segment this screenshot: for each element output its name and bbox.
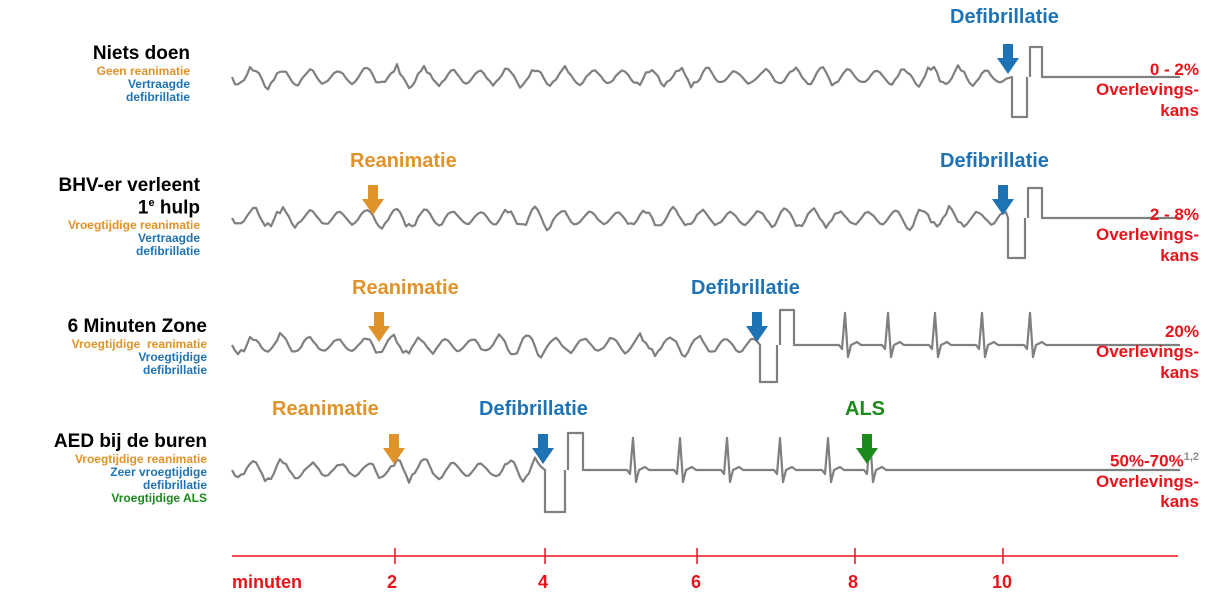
ecg-trace bbox=[231, 186, 1180, 260]
survival-label: Overlevings- bbox=[1096, 472, 1199, 492]
scenario-title: 6 Minuten Zone bbox=[67, 316, 207, 337]
event-label-reanimatie: Reanimatie bbox=[272, 398, 379, 420]
scenario-sub: defibrillatie bbox=[142, 478, 207, 493]
event-label-reanimatie: Reanimatie bbox=[352, 277, 459, 299]
scenario-title-line2: 1e hulp bbox=[137, 196, 200, 219]
event-arrow-icon bbox=[746, 312, 768, 342]
event-label-als: ALS bbox=[845, 398, 885, 420]
scenario-sub: Vroegtijdige reanimatie bbox=[74, 451, 207, 466]
survival-pct: 20% bbox=[1164, 322, 1199, 341]
scenario-sub: Zeer vroegtijdige bbox=[110, 465, 207, 480]
survival-result: 0 - 2% Overlevings- kans bbox=[1096, 60, 1199, 121]
scenario-label-niets-doen: Niets doen Geen reanimatie Vertraagde de… bbox=[92, 43, 190, 105]
event-arrow-icon bbox=[362, 185, 384, 215]
scenario-sub: Geen reanimatie bbox=[96, 63, 190, 78]
survival-result: 2 - 8% Overlevings- kans bbox=[1096, 205, 1199, 266]
survival-label: kans bbox=[1160, 492, 1199, 512]
survival-result: 20% Overlevings- kans bbox=[1096, 322, 1199, 383]
axis-tick-label: 8 bbox=[848, 572, 859, 592]
event-label-defibrillatie: Defibrillatie bbox=[479, 398, 588, 420]
survival-label: kans bbox=[1160, 100, 1199, 120]
scenario-label-aed: AED bij de buren Vroegtijdige reanimatie… bbox=[53, 431, 207, 506]
axis-tick-label: 6 bbox=[691, 572, 702, 592]
axis-tick-label: 2 bbox=[387, 572, 398, 592]
scenario-sub: Vertraagde bbox=[127, 77, 190, 92]
scenario-sub: Vertraagde bbox=[137, 231, 200, 246]
survival-pct: 2 - 8% bbox=[1149, 205, 1199, 224]
survival-label: Overlevings- bbox=[1096, 80, 1199, 100]
survival-label: kans bbox=[1160, 362, 1199, 382]
survival-pct-row: 50%-70%1,2 bbox=[1096, 451, 1199, 472]
event-label-defibrillatie: Defibrillatie bbox=[940, 150, 1049, 172]
survival-result: 50%-70%1,2 Overlevings- kans bbox=[1096, 451, 1199, 513]
scenario-sub: defibrillatie bbox=[135, 244, 200, 259]
axis-label: minuten bbox=[232, 572, 302, 592]
axis-tick-label: 4 bbox=[538, 572, 549, 592]
event-label-reanimatie: Reanimatie bbox=[350, 150, 457, 172]
event-arrow-icon bbox=[383, 434, 405, 464]
reference-sup: 1,2 bbox=[1183, 451, 1199, 463]
event-arrows bbox=[362, 44, 1019, 464]
scenario-sub: Vroegtijdige ALS bbox=[111, 491, 207, 506]
scenario-title: Niets doen bbox=[92, 43, 190, 64]
event-label-defibrillatie: Defibrillatie bbox=[691, 277, 800, 299]
scenario-sub: Vroegtijdige reanimatie bbox=[71, 336, 207, 351]
scenario-label-6-minuten: 6 Minuten Zone Vroegtijdige reanimatie V… bbox=[67, 316, 207, 378]
event-arrow-icon bbox=[368, 312, 390, 342]
survival-label: Overlevings- bbox=[1096, 342, 1199, 362]
time-axis bbox=[232, 548, 1178, 564]
event-arrow-icon bbox=[992, 185, 1014, 215]
axis-tick-label: 10 bbox=[992, 572, 1013, 592]
scenario-sub: defibrillatie bbox=[125, 90, 190, 105]
ecg-traces bbox=[230, 45, 1180, 514]
scenario-title: AED bij de buren bbox=[53, 431, 207, 452]
scenario-label-bhv: BHV-er verleent 1e hulp Vroegtijdige rea… bbox=[58, 175, 200, 259]
survival-label: kans bbox=[1160, 245, 1199, 265]
scenario-sub: Vroegtijdige bbox=[138, 350, 207, 365]
scenario-sub: defibrillatie bbox=[142, 363, 207, 378]
ecg-trace bbox=[231, 308, 1180, 384]
scenario-title: BHV-er verleent bbox=[58, 175, 200, 196]
event-label-defibrillatie: Defibrillatie bbox=[950, 6, 1059, 28]
event-arrow-icon bbox=[532, 434, 554, 464]
ecg-trace bbox=[231, 431, 1180, 514]
scenario-sub: Vroegtijdige reanimatie bbox=[67, 218, 200, 233]
survival-pct: 0 - 2% bbox=[1149, 60, 1199, 79]
survival-pct: 50%-70% bbox=[1109, 451, 1184, 471]
ecg-trace bbox=[230, 45, 1180, 119]
event-arrow-icon bbox=[856, 434, 878, 464]
survival-label: Overlevings- bbox=[1096, 225, 1199, 245]
event-arrow-icon bbox=[997, 44, 1019, 74]
